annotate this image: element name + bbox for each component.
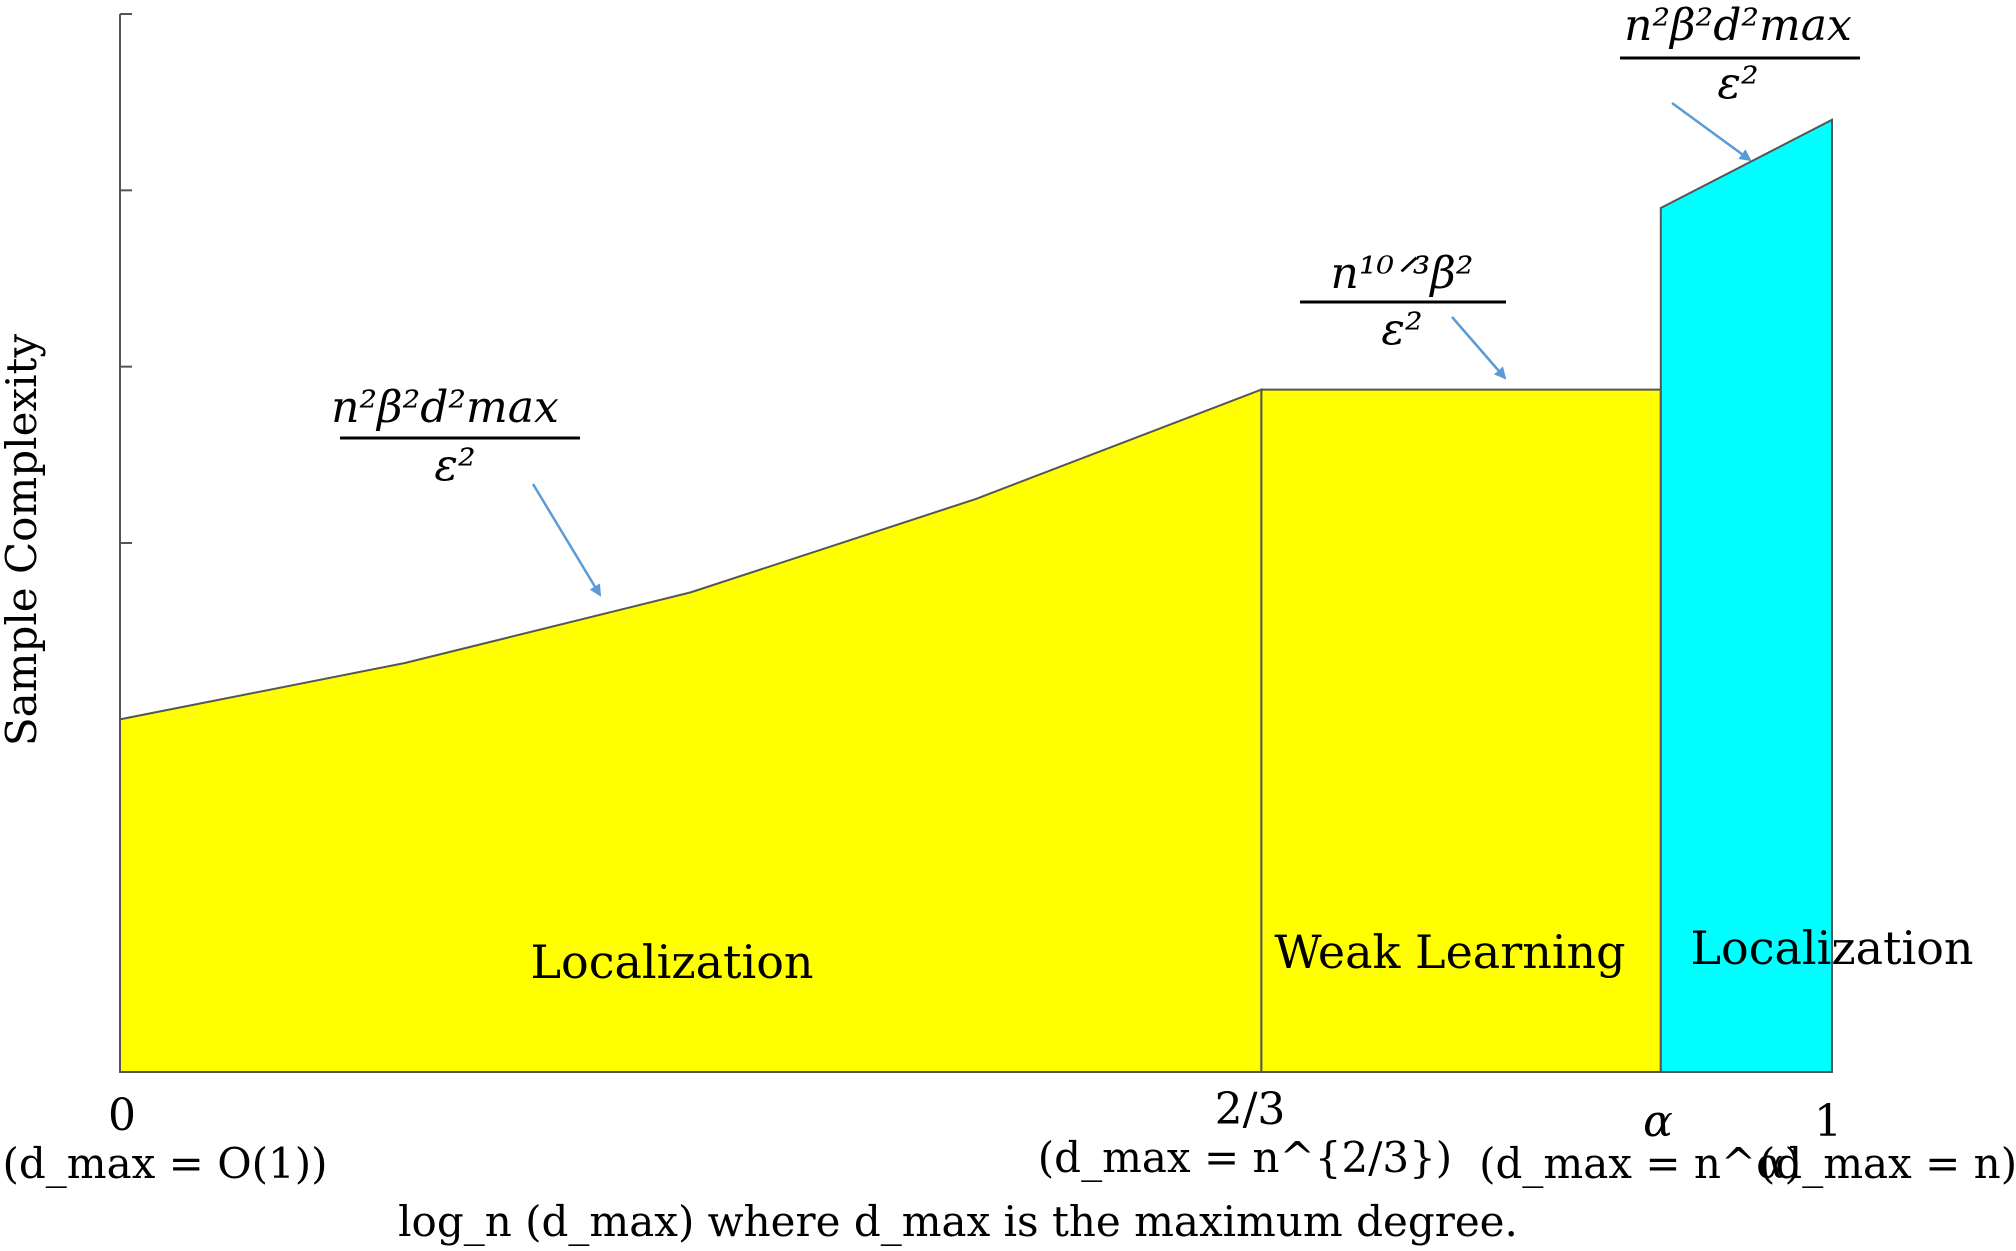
region-label-weak-learning: Weak Learning	[1274, 925, 1625, 979]
x-tick-label-3: 1	[1814, 1096, 1842, 1147]
formula-weak-learning: n¹⁰ᐟ³β² ε²	[1300, 248, 1506, 355]
formula-localization-right: n²β²d²max ε²	[1620, 0, 1860, 109]
svg-text:ε²: ε²	[1381, 304, 1422, 355]
x-tick-sub-1: (d_max = n^{2/3})	[1038, 1133, 1452, 1182]
svg-text:n²β²d²max: n²β²d²max	[1624, 0, 1852, 51]
x-tick-sub-0: (d_max = O(1))	[2, 1139, 327, 1188]
region-localization-right	[1659, 118, 1833, 1073]
region-label-localization-left: Localization	[530, 935, 813, 989]
svg-text:ε²: ε²	[434, 440, 475, 491]
arrow-formula-right	[1671, 101, 1752, 162]
svg-text:n²β²d²max: n²β²d²max	[331, 382, 559, 433]
x-axis-label: log_n (d_max) where d_max is the maximum…	[398, 1197, 1518, 1246]
svg-text:n¹⁰ᐟ³β²: n¹⁰ᐟ³β²	[1331, 248, 1474, 299]
arrow-formula-left	[531, 483, 602, 597]
region-label-localization-right: Localization	[1690, 921, 1973, 975]
arrow-formula-middle	[1451, 316, 1507, 380]
formula-localization-left: n²β²d²max ε²	[331, 382, 580, 491]
svg-text:ε²: ε²	[1717, 58, 1758, 109]
x-tick-label-2: α	[1643, 1096, 1673, 1147]
x-tick-label-0: 0	[108, 1090, 136, 1141]
x-tick-label-1: 2/3	[1215, 1084, 1286, 1135]
x-tick-sub-3: (d_max = n)	[1759, 1139, 2016, 1188]
x-tick-sub-2: (d_max = n^α)	[1479, 1139, 1801, 1188]
x-ticks: 0 (d_max = O(1)) 2/3 (d_max = n^{2/3}) α…	[2, 1084, 2016, 1188]
y-axis-label: Sample Complexity	[0, 334, 46, 747]
